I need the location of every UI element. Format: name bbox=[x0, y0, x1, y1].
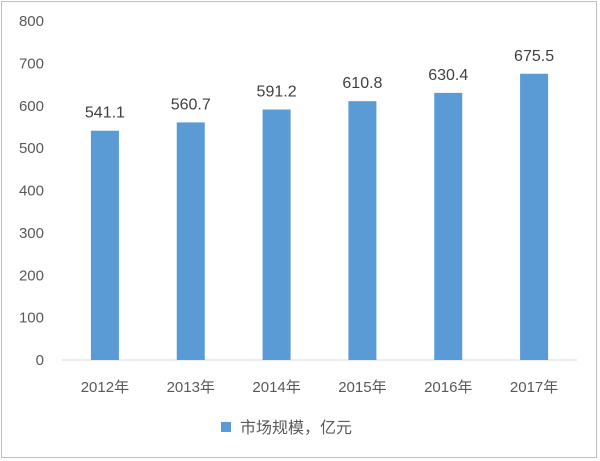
bar bbox=[262, 109, 291, 360]
y-tick-label: 600 bbox=[19, 98, 44, 115]
value-label: 675.5 bbox=[514, 48, 554, 65]
x-tick-label: 2013年 bbox=[167, 379, 215, 396]
value-labels: 541.1 560.7 591.2 610.8 630.4 675.5 bbox=[85, 48, 554, 122]
y-tick-label: 200 bbox=[19, 267, 44, 284]
legend-label: 市场规模，亿元 bbox=[240, 418, 352, 437]
y-tick-label: 500 bbox=[19, 140, 44, 157]
y-tick-label: 700 bbox=[19, 55, 44, 72]
bar bbox=[434, 92, 463, 361]
legend: 市场规模，亿元 bbox=[221, 418, 352, 437]
x-tick-label: 2014年 bbox=[252, 379, 300, 396]
x-tick-label: 2017年 bbox=[510, 379, 558, 396]
value-label: 560.7 bbox=[171, 96, 211, 113]
x-axis-ticks: 2012年 2013年 2014年 2015年 2016年 2017年 bbox=[81, 379, 559, 396]
y-tick-label: 0 bbox=[36, 352, 44, 369]
y-axis-ticks: 0 100 200 300 400 500 600 700 800 bbox=[19, 13, 44, 369]
bar bbox=[90, 130, 119, 360]
legend-swatch bbox=[221, 422, 231, 432]
y-tick-label: 100 bbox=[19, 310, 44, 327]
x-tick-label: 2015年 bbox=[338, 379, 386, 396]
bars bbox=[90, 73, 549, 361]
y-tick-label: 300 bbox=[19, 225, 44, 242]
x-tick-label: 2012年 bbox=[81, 379, 129, 396]
watermark-text: 搜狐号@中金企信国际咨询 bbox=[381, 8, 585, 29]
bar bbox=[176, 122, 205, 360]
bar bbox=[348, 101, 377, 361]
y-tick-label: 400 bbox=[19, 183, 44, 200]
y-tick-label: 800 bbox=[19, 13, 44, 30]
bar bbox=[520, 73, 549, 361]
x-tick-label: 2016年 bbox=[424, 379, 472, 396]
value-label: 591.2 bbox=[257, 83, 297, 100]
value-label: 610.8 bbox=[342, 75, 382, 92]
value-label: 541.1 bbox=[85, 105, 125, 122]
value-label: 630.4 bbox=[428, 67, 468, 84]
